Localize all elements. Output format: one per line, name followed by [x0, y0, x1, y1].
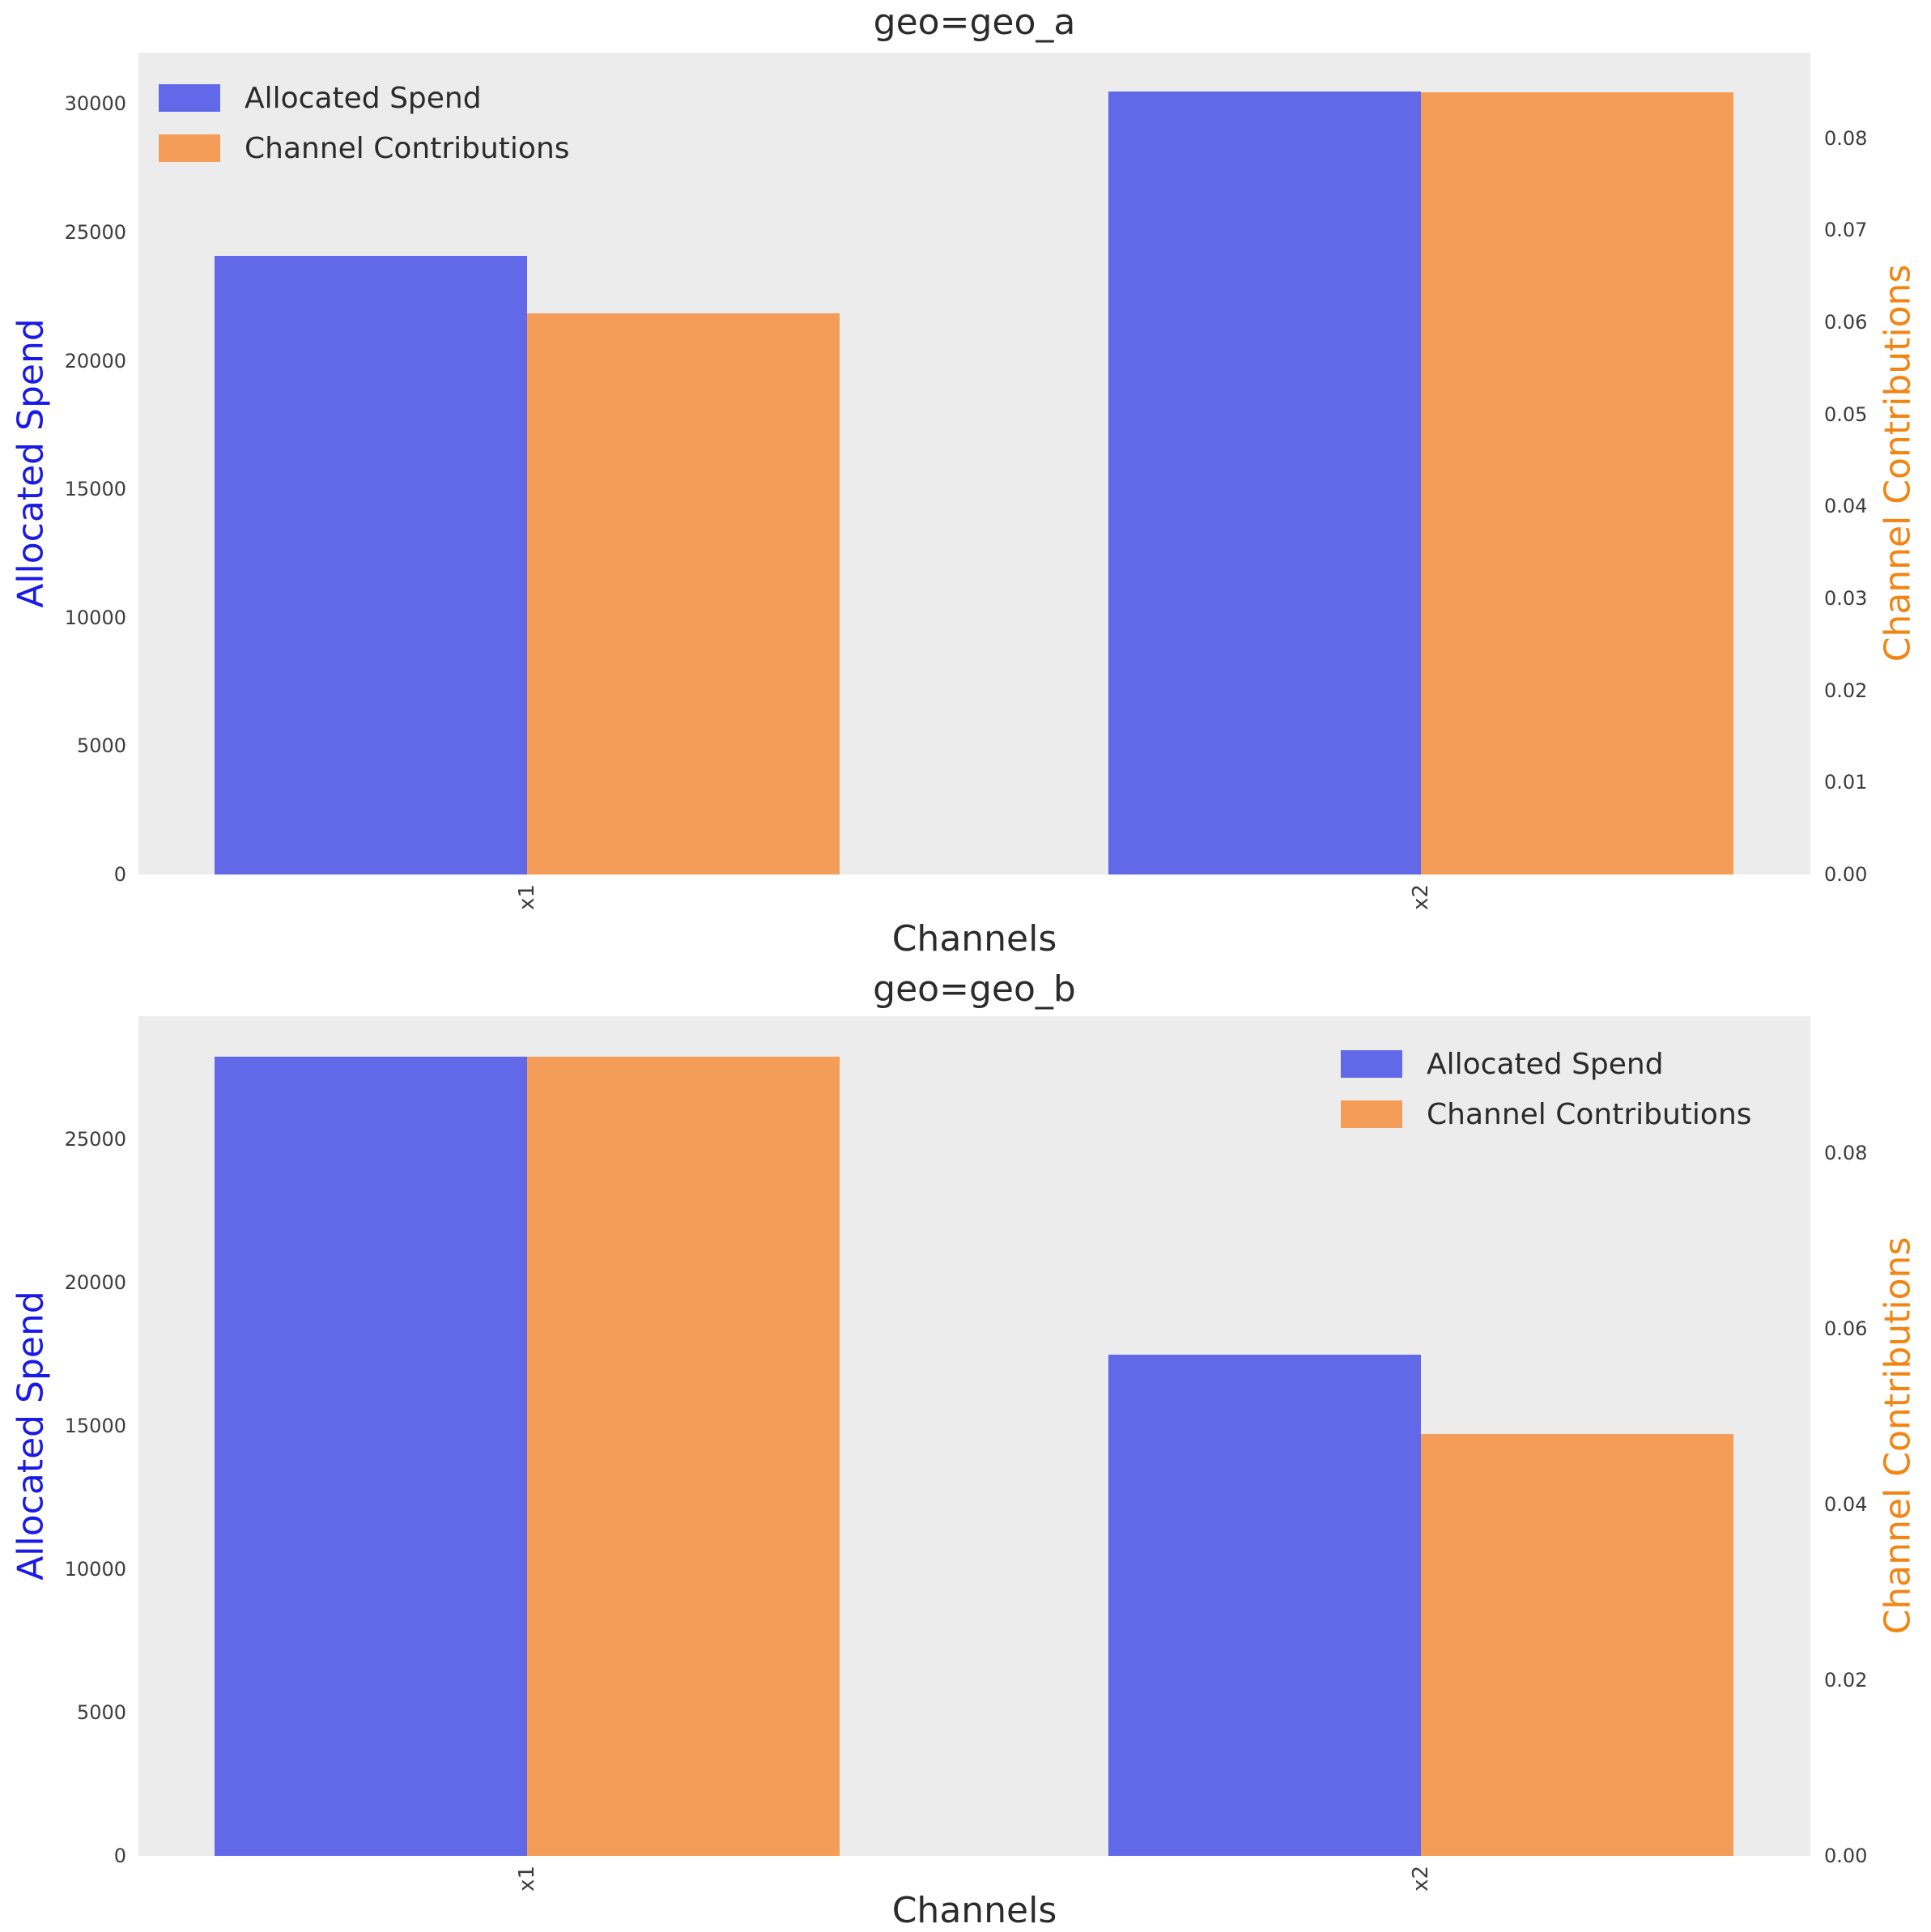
right-y-tick-label: 0.05 — [1824, 402, 1868, 426]
right-y-tick-label: 0.04 — [1824, 495, 1868, 518]
right-y-tick-label: 0.00 — [1824, 1845, 1868, 1867]
legend-label: Allocated Spend — [245, 81, 482, 115]
bar-x2-channel-contributions — [1420, 91, 1733, 875]
chart-title: geo=geo_b — [873, 968, 1076, 1010]
left-y-tick-label: 0 — [113, 1845, 126, 1867]
right-y-tick-label: 0.08 — [1824, 1142, 1868, 1165]
left-y-tick-label: 5000 — [76, 1701, 126, 1725]
legend-swatch-allocated-spend — [159, 84, 220, 112]
left-y-tick-label: 15000 — [64, 478, 126, 501]
legend-label: Allocated Spend — [1427, 1047, 1664, 1081]
left-y-tick-label: 25000 — [64, 1128, 126, 1151]
legend-item: Channel Contributions — [1341, 1089, 1752, 1139]
plot-area — [138, 1016, 1810, 1856]
bar-x2-allocated-spend — [1108, 91, 1421, 875]
right-y-tick-label: 0.00 — [1824, 863, 1868, 886]
left-y-tick-label: 20000 — [64, 1271, 126, 1295]
right-axis-label: Channel Contributions — [1877, 1236, 1919, 1635]
bar-x2-allocated-spend — [1108, 1354, 1421, 1856]
left-y-tick-label: 15000 — [64, 1415, 126, 1438]
x-tick-label: x2 — [1408, 1866, 1433, 1892]
right-y-tick-label: 0.06 — [1824, 1317, 1868, 1341]
legend-label: Channel Contributions — [1427, 1097, 1752, 1131]
legend-swatch-channel-contributions — [1341, 1100, 1402, 1128]
legend-item: Channel Contributions — [159, 123, 570, 173]
legend: Allocated Spend Channel Contributions — [1341, 1039, 1752, 1139]
subplot-geo-a: geo=geo_a Allocated Spend Channel Contri… — [0, 0, 1931, 964]
x-axis-label: Channels — [891, 918, 1057, 960]
right-y-tick-label: 0.02 — [1824, 1669, 1868, 1692]
left-y-tick-label: 20000 — [64, 349, 126, 372]
right-y-tick-label: 0.08 — [1824, 126, 1868, 150]
right-y-tick-label: 0.03 — [1824, 587, 1868, 610]
x-axis-label: Channels — [891, 1890, 1057, 1931]
left-y-tick-label: 25000 — [64, 221, 126, 245]
left-y-tick-label: 0 — [113, 863, 126, 886]
legend-swatch-allocated-spend — [1341, 1050, 1402, 1078]
legend: Allocated Spend Channel Contributions — [159, 73, 570, 173]
right-y-tick-label: 0.04 — [1824, 1493, 1868, 1517]
x-tick-label: x1 — [514, 1866, 539, 1892]
plot-area — [138, 53, 1810, 875]
bar-x2-channel-contributions — [1420, 1434, 1733, 1856]
legend-item: Allocated Spend — [159, 73, 570, 123]
right-y-tick-label: 0.07 — [1824, 219, 1868, 242]
left-y-tick-label: 10000 — [64, 1558, 126, 1581]
x-tick-label: x1 — [514, 884, 539, 910]
bar-x1-channel-contributions — [526, 313, 840, 875]
legend-item: Allocated Spend — [1341, 1039, 1752, 1089]
left-y-tick-label: 10000 — [64, 606, 126, 629]
left-y-tick-label: 30000 — [64, 92, 126, 116]
bar-x1-channel-contributions — [526, 1056, 840, 1856]
left-y-tick-label: 5000 — [76, 734, 126, 758]
bar-x1-allocated-spend — [214, 255, 527, 875]
subplot-geo-b: geo=geo_b Allocated Spend Channel Contri… — [0, 964, 1931, 1931]
x-tick-label: x2 — [1408, 884, 1433, 910]
legend-label: Channel Contributions — [245, 131, 570, 165]
legend-swatch-channel-contributions — [159, 134, 220, 162]
right-y-tick-label: 0.06 — [1824, 311, 1868, 334]
chart-title: geo=geo_a — [873, 2, 1076, 43]
right-y-tick-label: 0.02 — [1824, 679, 1868, 702]
bar-x1-allocated-spend — [214, 1056, 527, 1856]
right-y-tick-label: 0.01 — [1824, 771, 1868, 794]
